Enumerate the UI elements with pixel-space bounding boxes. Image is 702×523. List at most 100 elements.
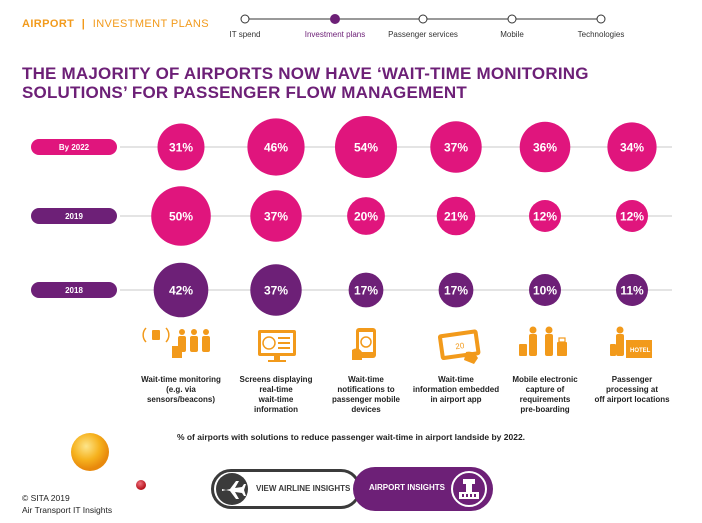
row-label-text: 2019 [65,212,83,221]
bubble [157,123,205,171]
bubble-value-label: 12% [620,210,644,224]
category-caption-line: processing at [605,385,658,394]
orange-orb [71,433,109,471]
bubble-value-label: 37% [264,210,288,224]
control-tower-icon [451,471,487,507]
copyright-line-1: © SITA 2019 [22,493,70,503]
mobile-notification-icon [352,328,376,360]
category-caption-line: devices [351,405,381,414]
nav-dot-it-spend[interactable] [240,14,250,24]
category-caption-line: Screens displaying [239,375,313,384]
category-caption-line: off airport locations [594,395,670,404]
chart-footnote: % of airports with solutions to reduce p… [176,432,526,442]
nav-item-technologies[interactable]: Technologies [577,30,625,39]
svg-text:HOTEL: HOTEL [630,348,651,354]
category-caption-line: Wait-time [348,375,384,384]
red-orb [136,480,146,490]
category-caption: Wait-time information embedded in airport … [406,375,506,405]
category-caption-line: passenger mobile [331,395,401,404]
bubble-value-label: 21% [444,210,468,224]
bubble-value-label: 17% [354,284,378,298]
nav-item-passenger-services[interactable]: Passenger services [388,30,458,39]
nav-dot-passenger-services[interactable] [418,14,428,24]
bubble-value-label: 50% [169,210,193,224]
category-caption-line: requirements [519,395,571,404]
bubble [430,121,482,173]
row-label-text: 2018 [65,286,83,295]
bubble [438,272,474,308]
category-caption-line: wait-time [258,395,294,404]
row-label-pill [31,208,117,224]
category-caption: Passenger processing at off airport locati… [582,375,682,405]
bubble [436,196,476,236]
decorative-orbs [71,433,146,490]
bubble [250,264,302,316]
bubble [519,121,571,173]
bubble-value-label: 31% [169,141,193,155]
copyright: © SITA 2019 Air Transport IT Insights [22,492,112,516]
category-caption-line: (e.g. via sensors/beacons) [146,385,216,404]
bubble [348,272,384,308]
category-caption-line: Passenger [611,375,653,384]
bubble [250,190,302,242]
category-caption: Wait-time monitoring (e.g. via sensors/be… [131,375,231,405]
bubble [616,274,648,306]
insights-switch: VIEW AIRLINE INSIGHTS AIRPORT INSIGHTS [211,467,493,511]
row-label-pill [31,139,117,155]
section-label: AIRPORT [22,18,75,30]
category-caption-line: pre-boarding [520,405,570,414]
bubble [616,200,648,232]
category-caption-line: capture of [525,385,565,394]
bubble-value-label: 37% [444,141,468,155]
bubble-value-label: 17% [444,284,468,298]
airport-insights-label: AIRPORT INSIGHTS [369,483,446,492]
bubble-value-label: 54% [354,141,378,155]
view-airline-insights-button[interactable]: VIEW AIRLINE INSIGHTS [211,469,361,509]
header-separator: | [81,18,86,30]
category-caption-line: information [254,405,298,414]
wait-time-screen-icon [258,330,296,362]
nav-item-mobile[interactable]: Mobile [500,30,524,39]
bubble [153,262,209,318]
nav-item-investment-plans[interactable]: Investment plans [304,30,366,39]
bubble-value-label: 36% [533,141,557,155]
hotel-checkin-icon: HOTEL [610,326,652,358]
bubble-value-label: 12% [533,210,557,224]
bubble-value-label: 42% [169,284,193,298]
airplane-icon [216,473,248,505]
bubble-value-label: 20% [354,210,378,224]
section-header: AIRPORT | INVESTMENT PLANS [22,18,209,30]
bubble [529,200,561,232]
category-caption: Mobile electronic capture of requirements p… [495,375,595,415]
category-caption-line: notifications to [337,385,395,394]
category-caption-line: Wait-time [438,375,474,384]
view-airline-insights-label: VIEW AIRLINE INSIGHTS [256,484,351,493]
nav-dot-investment-plans[interactable] [330,14,340,24]
copyright-line-2: Air Transport IT Insights [22,505,113,515]
row-label-pill [31,282,117,298]
nav-dot-technologies[interactable] [596,14,606,24]
bubble-value-label: 11% [620,284,644,298]
bubble-chart: By 2022 2019 2018 31% 46% 54% 37% 36% 34% 50% 37% 2… [31,116,672,318]
subsection-label: INVESTMENT PLANS [92,18,209,30]
airport-app-icon: 20 [437,329,481,364]
mobile-capture-icon [519,326,567,356]
bubble-value-label: 34% [620,141,644,155]
category-icons: 20 HOTEL [142,326,652,364]
nav-track [240,14,606,24]
category-caption-line: real-time [259,385,293,394]
category-caption-line: Mobile electronic [512,375,578,384]
svg-text:20: 20 [455,341,466,351]
airport-insights-button[interactable]: AIRPORT INSIGHTS [353,467,493,511]
bubble-value-label: 46% [264,141,288,155]
bubble [151,186,211,246]
bubble-value-label: 10% [533,284,557,298]
category-caption: Wait-time notifications to passenger mobil… [316,375,416,415]
bubble-value-label: 37% [264,284,288,298]
category-caption: Screens displaying real-time wait-time info… [226,375,326,415]
nav-dot-mobile[interactable] [507,14,517,24]
page-title: THE MAJORITY OF AIRPORTS NOW HAVE ‘WAIT-… [22,64,622,102]
category-caption-line: in airport app [430,395,482,404]
category-caption-line: information embedded [412,385,500,394]
nav-item-it-spend[interactable]: IT spend [229,30,261,39]
